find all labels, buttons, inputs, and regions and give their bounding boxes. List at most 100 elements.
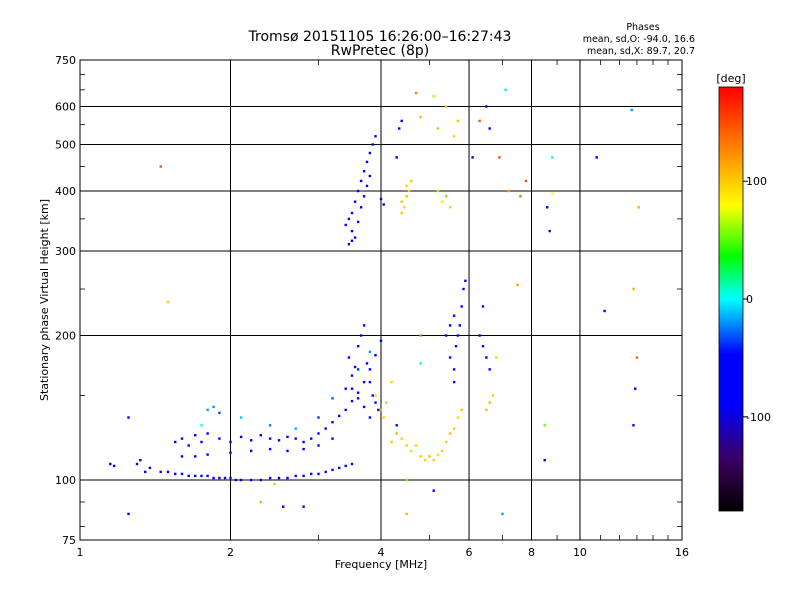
data-point	[464, 279, 467, 282]
data-point	[365, 160, 369, 164]
y-tick-label: 300	[55, 245, 76, 258]
data-point	[356, 345, 360, 348]
data-point	[324, 470, 327, 474]
x-tick-label: 16	[675, 546, 689, 559]
data-point	[371, 394, 374, 397]
data-point	[144, 470, 147, 474]
data-point	[495, 356, 498, 359]
data-point	[268, 447, 272, 451]
data-point	[379, 408, 383, 412]
data-point	[206, 453, 209, 456]
data-point	[317, 472, 320, 476]
data-point	[405, 195, 408, 198]
data-point	[485, 356, 488, 359]
data-point	[385, 401, 388, 404]
data-point	[543, 459, 546, 462]
data-point	[268, 424, 272, 427]
data-point	[546, 206, 549, 209]
data-point	[432, 489, 435, 492]
data-point	[286, 435, 289, 439]
data-point	[206, 408, 209, 412]
data-point	[374, 394, 377, 397]
data-point	[200, 424, 203, 427]
colorbar	[719, 87, 743, 511]
data-point	[294, 427, 297, 430]
data-point	[229, 476, 232, 480]
y-tick-label: 600	[55, 101, 76, 114]
data-point	[368, 368, 372, 371]
data-point	[206, 474, 209, 478]
data-point	[488, 401, 491, 404]
data-point	[456, 416, 460, 419]
data-point	[234, 478, 238, 482]
y-tick-label: 100	[55, 474, 76, 487]
colorbar-label: [deg]	[716, 72, 745, 85]
data-point	[405, 184, 408, 188]
data-point	[405, 444, 408, 447]
data-point	[635, 356, 639, 359]
data-point	[286, 449, 289, 453]
data-point	[353, 200, 357, 203]
data-point	[350, 374, 354, 377]
data-point	[368, 380, 372, 384]
data-point	[353, 365, 357, 369]
data-point	[194, 474, 197, 478]
data-point	[174, 440, 177, 444]
data-point	[365, 362, 369, 365]
grid-layer	[80, 60, 682, 540]
data-point	[331, 397, 334, 400]
data-point	[317, 432, 320, 435]
x-tick-label: 10	[573, 546, 587, 559]
data-point	[187, 444, 190, 447]
data-point	[159, 165, 162, 168]
data-point	[148, 466, 152, 470]
data-point	[402, 206, 406, 209]
data-point	[407, 189, 411, 193]
data-point	[371, 143, 374, 146]
chart-title: Tromsø 20151105 16:26:00–16:27:43	[248, 29, 512, 45]
data-point	[350, 399, 354, 403]
data-point	[419, 455, 422, 458]
data-point	[194, 434, 197, 437]
data-point	[212, 405, 215, 409]
data-point	[338, 414, 341, 418]
data-point	[382, 203, 385, 206]
data-point	[382, 416, 385, 419]
y-axis-label: Stationary phase Virtual Height [km]	[38, 199, 51, 401]
data-point	[310, 472, 313, 476]
data-point	[543, 424, 546, 427]
data-point	[595, 156, 598, 159]
data-point	[445, 105, 448, 108]
data-point	[423, 459, 427, 462]
data-point	[448, 356, 452, 359]
data-point	[302, 447, 305, 451]
data-point	[218, 437, 221, 440]
data-point	[448, 206, 452, 209]
data-point	[445, 440, 448, 444]
data-point	[359, 179, 363, 183]
data-point	[448, 324, 452, 327]
data-point	[259, 434, 262, 437]
data-point	[239, 416, 243, 419]
data-point	[206, 432, 209, 435]
data-point	[268, 476, 272, 480]
data-point	[419, 362, 422, 365]
data-point	[428, 455, 431, 458]
data-point	[504, 88, 507, 91]
data-point	[481, 345, 485, 348]
data-point	[379, 339, 383, 342]
data-point	[445, 334, 448, 337]
data-point	[405, 478, 408, 482]
data-point	[432, 459, 435, 462]
data-point	[344, 387, 347, 390]
data-point	[324, 427, 327, 430]
data-point	[390, 440, 393, 444]
data-point	[603, 309, 606, 313]
data-point	[350, 229, 354, 233]
colorbar-ticks: 100 0 -100	[743, 175, 771, 424]
data-point	[350, 387, 354, 390]
data-point	[344, 223, 347, 227]
data-point	[194, 455, 197, 458]
data-point	[347, 356, 351, 359]
tick-layer: 1 2 4 6 8 10 16 75 100 200 300 400 500 600 750	[55, 54, 689, 559]
